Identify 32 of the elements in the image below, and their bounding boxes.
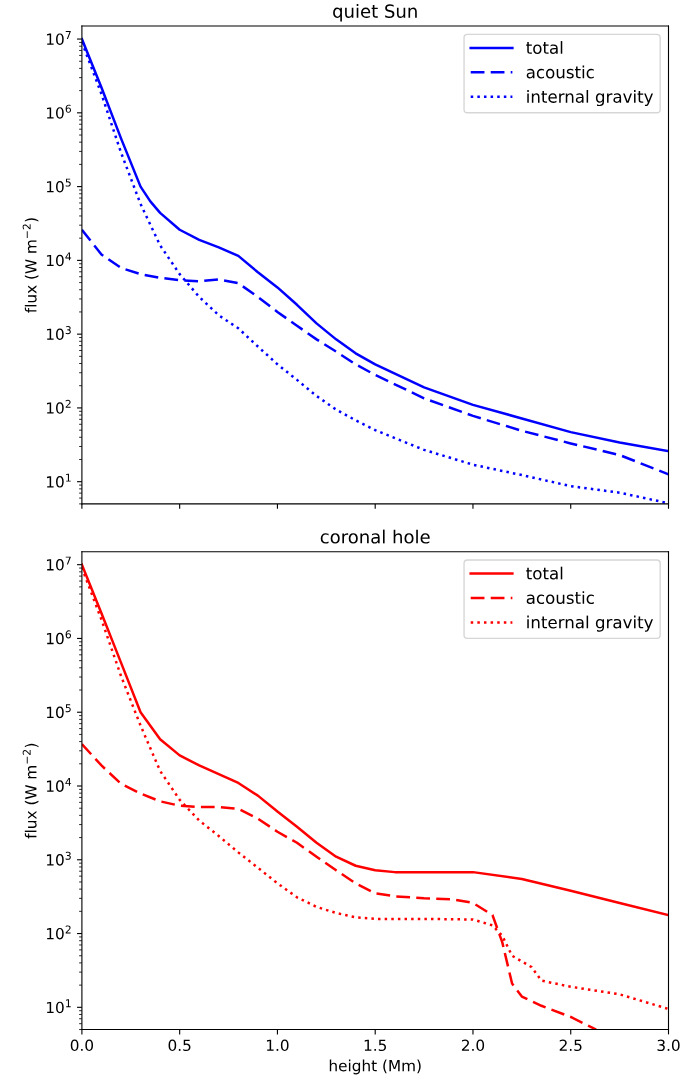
y-tick-label: 10$^{5}$ — [46, 704, 71, 719]
y-tick-label: 10$^{1}$ — [46, 999, 71, 1014]
x-axis-title: height (Mm) — [329, 1059, 421, 1075]
y-tick-label: 10$^{7}$ — [46, 31, 71, 45]
x-tick-label: 0.0 — [70, 1039, 94, 1052]
x-tick-label: 0.5 — [168, 1039, 191, 1052]
y-tick-label: 10$^{4}$ — [46, 778, 72, 792]
x-tick-label: 1.5 — [364, 1039, 387, 1052]
legend-label: total — [526, 41, 563, 54]
legend-label: internal gravity — [527, 615, 653, 632]
y-tick-label: 10$^{3}$ — [46, 326, 71, 341]
y-tick-label: 10$^{6}$ — [46, 630, 72, 645]
x-tick-label: 2.5 — [559, 1039, 582, 1052]
y-tick-label: 10$^{1}$ — [46, 473, 71, 488]
y-axis-title: flux (W m$^{−2}$) — [22, 743, 39, 839]
legend-label: acoustic — [526, 591, 594, 605]
x-tick-label: 1.0 — [266, 1039, 289, 1052]
legend-label: acoustic — [526, 65, 594, 79]
legend-label: total — [526, 566, 563, 580]
legend-label: internal gravity — [527, 89, 653, 107]
y-tick-label: 10$^{3}$ — [46, 851, 71, 866]
y-tick-label: 10$^{5}$ — [46, 178, 71, 193]
x-tick-label: 3.0 — [657, 1039, 680, 1052]
y-tick-label: 10$^{6}$ — [46, 104, 72, 119]
y-tick-label: 10$^{2}$ — [46, 399, 71, 414]
y-tick-label: 10$^{2}$ — [46, 925, 71, 940]
x-tick-label: 2.0 — [461, 1039, 485, 1052]
chart-title: quiet Sun — [333, 4, 417, 22]
y-tick-label: 10$^{4}$ — [46, 252, 72, 267]
y-axis-title: flux (W m$^{−2}$) — [22, 218, 39, 313]
chart-title: coronal hole — [320, 529, 430, 544]
y-tick-label: 10$^{7}$ — [46, 556, 71, 571]
